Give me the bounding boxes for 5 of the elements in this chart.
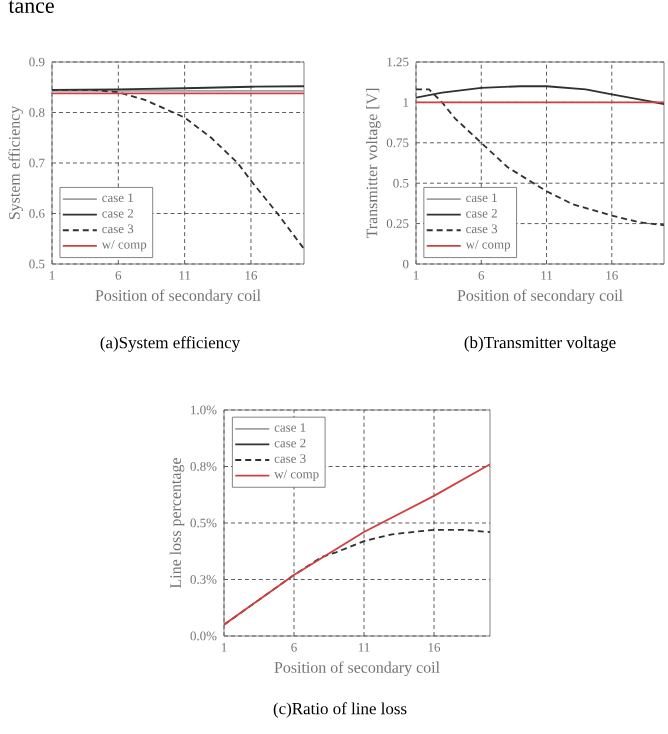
text: tance (8, 0, 54, 13)
text: (a)System efficiency (100, 336, 241, 352)
line-series (224, 463, 491, 626)
text: (b)Transmitter voltage (464, 336, 616, 352)
text: (c)Ratio of line loss (273, 702, 407, 718)
